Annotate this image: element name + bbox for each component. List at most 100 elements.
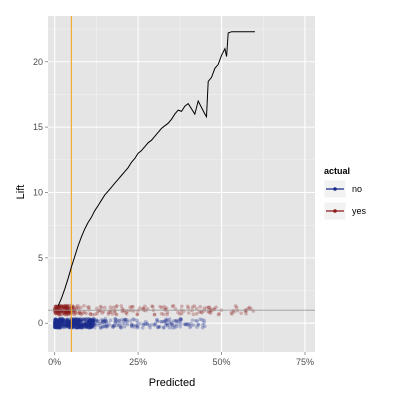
no-point [76, 321, 81, 326]
yes-point [90, 312, 95, 317]
yes-point [124, 311, 129, 316]
no-point [72, 320, 76, 324]
no-point [53, 318, 58, 323]
no-point [86, 317, 90, 322]
no-point [91, 320, 96, 324]
no-point [115, 323, 119, 327]
yes-point [72, 312, 76, 317]
yes-point [76, 311, 81, 316]
yes-point [59, 304, 63, 308]
grid-major [48, 16, 315, 352]
yes-point [239, 311, 243, 316]
no-point [113, 317, 117, 321]
no-point [54, 323, 59, 328]
yes-point [86, 305, 90, 309]
yes-point [99, 305, 104, 310]
yes-point [192, 304, 197, 308]
yes-point [171, 303, 176, 308]
no-point [133, 325, 137, 329]
no-point [92, 318, 97, 323]
yes-point [136, 308, 140, 313]
no-point [162, 319, 166, 324]
no-point [178, 324, 182, 329]
no-point [67, 322, 72, 327]
no-point [174, 318, 179, 323]
no-point [88, 323, 93, 328]
no-point [81, 323, 85, 327]
no-point [77, 319, 81, 323]
no-point [131, 317, 135, 321]
no-point [87, 321, 92, 325]
no-point [67, 320, 71, 324]
no-point [129, 324, 134, 328]
no-point [86, 321, 91, 325]
yes-point [61, 305, 66, 309]
no-point [81, 317, 85, 322]
no-point [60, 320, 64, 325]
no-point [145, 322, 150, 326]
no-point [76, 323, 80, 328]
no-point [93, 325, 97, 330]
yes-point [74, 306, 79, 311]
no-point [91, 319, 95, 324]
no-point [155, 317, 159, 322]
no-point [61, 323, 66, 327]
no-point [67, 325, 71, 330]
no-point [76, 325, 81, 330]
yes-point [62, 310, 67, 314]
yes-point [80, 311, 85, 315]
no-point [79, 324, 83, 329]
yes-point [65, 310, 70, 315]
no-point [153, 321, 157, 326]
no-point [60, 317, 65, 322]
no-point [91, 319, 95, 323]
yes-point [77, 309, 82, 314]
yes-point [176, 310, 180, 315]
no-point [57, 325, 61, 330]
no-point [67, 323, 71, 327]
yes-point [106, 312, 111, 316]
no-point [88, 318, 93, 322]
no-point [57, 322, 61, 326]
no-point [103, 316, 108, 321]
no-point [101, 319, 105, 324]
no-point [67, 321, 72, 326]
no-point [55, 319, 59, 324]
no-point [53, 318, 58, 323]
no-point [120, 321, 125, 326]
no-point [148, 325, 152, 330]
no-point [60, 320, 65, 324]
yes-point [207, 305, 212, 310]
yes-point [57, 305, 61, 310]
yes-point [67, 310, 72, 314]
yes-point [186, 306, 191, 310]
yes-point [56, 311, 61, 316]
no-point [162, 325, 166, 330]
no-point [96, 323, 100, 327]
no-point [73, 318, 77, 323]
yes-point [135, 312, 140, 317]
no-point [189, 324, 193, 328]
no-point [62, 321, 66, 325]
no-point [82, 325, 86, 330]
no-point [88, 322, 93, 326]
no-point [88, 318, 92, 323]
no-point [178, 317, 183, 322]
no-point [73, 317, 77, 321]
no-point [84, 324, 89, 328]
no-point [159, 319, 163, 324]
no-point [89, 325, 94, 329]
no-point [101, 320, 105, 325]
no-point [76, 317, 81, 322]
no-point [118, 325, 123, 330]
yes-point [73, 310, 78, 315]
no-point [73, 317, 77, 322]
no-point [91, 318, 95, 323]
yes-point [194, 306, 199, 311]
yes-point [120, 309, 125, 314]
no-point [54, 324, 58, 329]
no-point [72, 319, 76, 323]
yes-point [65, 306, 69, 311]
no-point [74, 317, 79, 321]
no-point [88, 323, 93, 327]
